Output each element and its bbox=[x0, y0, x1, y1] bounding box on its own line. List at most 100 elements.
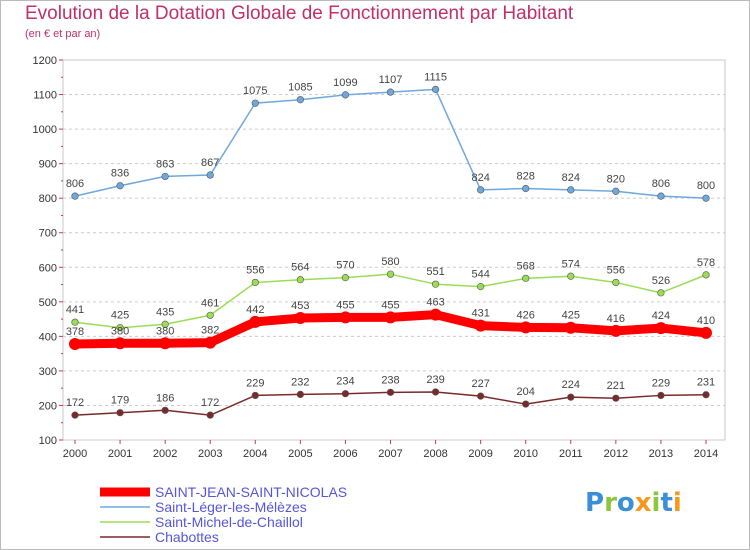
data-label: 463 bbox=[426, 297, 444, 309]
data-label: 186 bbox=[156, 392, 174, 404]
data-point bbox=[386, 88, 395, 96]
data-label: 380 bbox=[111, 325, 129, 337]
data-point bbox=[341, 390, 350, 398]
legend-label: Saint-Léger-les-Mélèzes bbox=[155, 499, 307, 515]
legend-label: Saint-Michel-de-Chaillol bbox=[155, 514, 303, 530]
data-label: 172 bbox=[66, 397, 84, 409]
data-point bbox=[251, 391, 259, 400]
data-label: 410 bbox=[697, 315, 715, 327]
data-label: 229 bbox=[246, 377, 264, 389]
y-tick-label: 1100 bbox=[33, 90, 57, 102]
y-tick-label: 800 bbox=[39, 193, 57, 205]
data-label: 229 bbox=[652, 377, 670, 389]
data-label: 824 bbox=[471, 172, 489, 184]
data-point bbox=[522, 184, 530, 193]
data-point bbox=[296, 276, 304, 284]
data-point bbox=[429, 308, 442, 321]
data-point bbox=[341, 274, 350, 282]
data-label: 227 bbox=[471, 378, 489, 390]
y-tick-label: 1000 bbox=[33, 124, 57, 136]
data-label: 221 bbox=[607, 380, 625, 392]
data-label: 239 bbox=[426, 374, 444, 386]
data-label: 453 bbox=[291, 300, 309, 312]
y-tick-label: 100 bbox=[39, 435, 57, 447]
y-tick-label: 500 bbox=[39, 297, 57, 309]
data-label: 425 bbox=[562, 310, 580, 322]
data-label: 1075 bbox=[243, 85, 267, 97]
data-point bbox=[522, 274, 530, 282]
data-point bbox=[341, 91, 350, 99]
x-tick-label: 2002 bbox=[153, 448, 177, 460]
x-tick-label: 2007 bbox=[378, 448, 402, 460]
x-tick-label: 2000 bbox=[63, 448, 87, 460]
data-point bbox=[206, 171, 214, 179]
data-label: 455 bbox=[381, 299, 399, 311]
data-label: 382 bbox=[201, 325, 219, 337]
data-point bbox=[384, 311, 397, 324]
data-point bbox=[700, 326, 712, 339]
data-point bbox=[477, 392, 485, 400]
data-point bbox=[161, 172, 169, 181]
data-label: 442 bbox=[246, 304, 264, 316]
data-point bbox=[251, 278, 259, 287]
data-point bbox=[431, 280, 440, 288]
data-label: 574 bbox=[562, 258, 580, 270]
data-point bbox=[702, 271, 710, 279]
data-label: 836 bbox=[111, 168, 129, 180]
data-point bbox=[294, 312, 307, 325]
y-tick-label: 700 bbox=[39, 228, 57, 240]
data-point bbox=[204, 336, 217, 349]
legend-label: SAINT-JEAN-SAINT-NICOLAS bbox=[155, 484, 347, 500]
data-label: 234 bbox=[336, 376, 354, 388]
data-label: 806 bbox=[652, 178, 670, 190]
y-tick-label: 600 bbox=[39, 262, 57, 274]
data-point bbox=[71, 411, 79, 419]
data-label: 179 bbox=[111, 395, 129, 407]
data-label: 441 bbox=[66, 304, 84, 316]
data-point bbox=[116, 182, 124, 190]
data-point bbox=[386, 270, 395, 278]
data-label: 556 bbox=[246, 264, 264, 276]
data-label: 568 bbox=[517, 260, 535, 272]
data-label: 824 bbox=[562, 172, 580, 184]
y-tick-label: 900 bbox=[39, 159, 57, 171]
data-label: 435 bbox=[156, 306, 174, 318]
data-label: 224 bbox=[562, 379, 580, 391]
data-point bbox=[159, 337, 172, 350]
data-point bbox=[386, 388, 395, 396]
data-label: 172 bbox=[201, 397, 219, 409]
y-tick-label: 200 bbox=[39, 400, 57, 412]
data-label: 1115 bbox=[424, 71, 447, 83]
data-point bbox=[71, 318, 79, 326]
y-tick-label: 1200 bbox=[33, 55, 57, 67]
data-label: 231 bbox=[697, 377, 715, 389]
data-point bbox=[612, 187, 620, 195]
data-label: 806 bbox=[66, 178, 84, 190]
data-point bbox=[114, 337, 127, 350]
data-point bbox=[161, 406, 169, 414]
data-point bbox=[477, 186, 485, 194]
data-point bbox=[654, 322, 667, 335]
data-label: 800 bbox=[697, 180, 715, 192]
data-point bbox=[474, 319, 487, 332]
x-tick-label: 2010 bbox=[513, 448, 537, 460]
data-point bbox=[296, 390, 304, 399]
x-tick-label: 2003 bbox=[198, 448, 222, 460]
x-tick-label: 2006 bbox=[333, 448, 357, 460]
data-point bbox=[657, 391, 665, 400]
data-label: 564 bbox=[291, 262, 309, 274]
data-label: 416 bbox=[607, 313, 625, 325]
data-label: 551 bbox=[426, 266, 444, 278]
x-tick-label: 2011 bbox=[559, 448, 583, 460]
data-label: 828 bbox=[517, 171, 535, 183]
data-label: 204 bbox=[517, 386, 535, 398]
data-point bbox=[206, 411, 214, 419]
data-point bbox=[519, 321, 532, 334]
chart-subtitle: (en € et par an) bbox=[25, 28, 101, 40]
data-label: 380 bbox=[156, 325, 174, 337]
data-label: 570 bbox=[336, 260, 354, 272]
data-label: 238 bbox=[381, 374, 399, 386]
data-label: 556 bbox=[607, 264, 625, 276]
data-point bbox=[522, 400, 530, 408]
